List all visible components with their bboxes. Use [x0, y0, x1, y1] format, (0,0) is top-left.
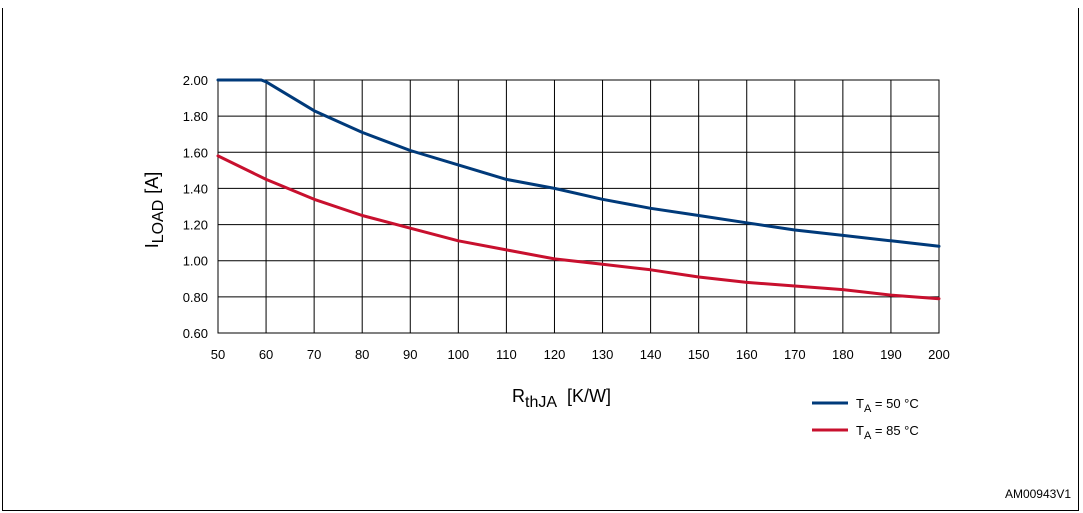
y-tick-label: 2.00 [183, 73, 208, 88]
x-tick-label: 190 [880, 347, 902, 362]
y-axis-title: ILOAD[A] [142, 172, 167, 249]
y-tick-label: 1.80 [183, 109, 208, 124]
x-tick-label: 150 [688, 347, 710, 362]
series-line-ta-50c [216, 78, 941, 248]
x-tick-label: 120 [544, 347, 566, 362]
y-tick-label: 0.60 [183, 326, 208, 341]
series-lines [216, 78, 941, 301]
x-tick-label: 180 [832, 347, 854, 362]
x-tick-label: 160 [736, 347, 758, 362]
grid [217, 79, 940, 334]
x-tick-label: 200 [928, 347, 950, 362]
x-tick-label: 60 [259, 347, 273, 362]
x-axis-title: RthJA [K/W] [512, 386, 611, 411]
figure-code: AM00943V1 [1005, 487, 1071, 501]
legend-label-50c: TA = 50 °C [856, 396, 919, 415]
y-tick-label: 1.20 [183, 218, 208, 233]
legend-label-85c: TA = 85 °C [856, 423, 919, 442]
x-tick-label: 110 [496, 347, 517, 362]
x-tick-label: 80 [355, 347, 369, 362]
x-tick-label: 70 [307, 347, 321, 362]
y-tick-label: 1.60 [183, 145, 208, 160]
x-tick-label: 140 [640, 347, 662, 362]
x-tick-label: 170 [784, 347, 806, 362]
figure-frame [2, 8, 1079, 511]
y-tick-label: 1.00 [183, 254, 208, 269]
plot-border [217, 79, 940, 334]
y-tick-label: 0.80 [183, 290, 208, 305]
x-tick-label: 130 [592, 347, 614, 362]
x-tick-label: 50 [211, 347, 225, 362]
y-tick-label: 1.40 [183, 181, 208, 196]
x-tick-label: 90 [403, 347, 417, 362]
x-tick-label: 100 [447, 347, 469, 362]
y-tick-labels: 0.60 0.80 1.00 1.20 1.40 1.60 1.80 2.00 [183, 73, 208, 341]
x-tick-labels: 50 60 70 80 90 100 110 120 130 140 150 160 170 180 190… [211, 347, 950, 362]
series-line-ta-85c [216, 154, 941, 301]
legend: TA = 50 °C TA = 85 °C [812, 396, 919, 442]
